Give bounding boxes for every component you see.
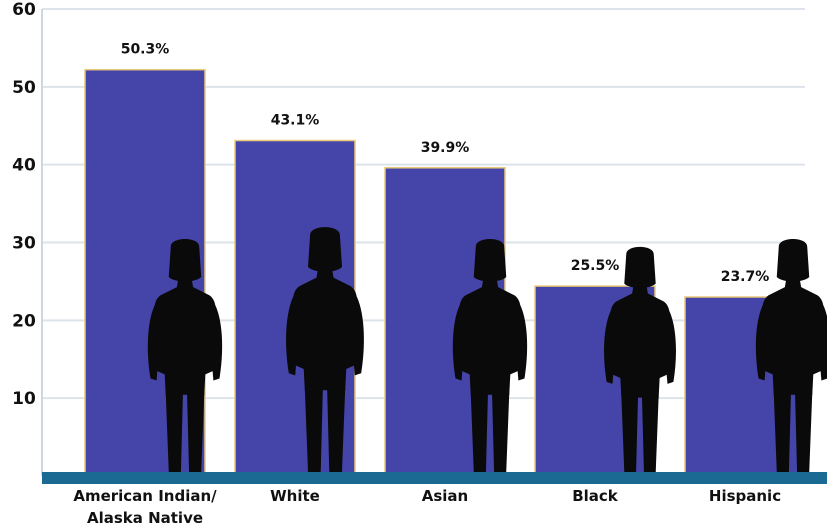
category-label: Asian — [422, 487, 468, 505]
silhouettes — [147, 227, 827, 483]
y-tick-label: 20 — [12, 311, 36, 331]
category-label: Hispanic — [709, 487, 781, 505]
data-label: 25.5% — [571, 258, 620, 274]
y-tick-label: 50 — [12, 78, 36, 98]
person-silhouette — [755, 238, 827, 482]
data-label: 50.3% — [121, 42, 170, 58]
person-silhouette — [147, 238, 223, 482]
y-tick-label: 10 — [12, 389, 36, 409]
person-silhouette — [604, 246, 676, 483]
y-tick-labels: 60 50 40 30 20 10 — [12, 0, 36, 409]
category-labels: American Indian/Alaska Native White Asian B… — [73, 487, 781, 527]
baseline-band — [42, 472, 827, 484]
data-labels: 50.3% 43.1% 39.9% 25.5% 23.7% — [121, 42, 770, 285]
y-tick-label: 40 — [12, 156, 36, 176]
category-label: American Indian/Alaska Native — [73, 487, 217, 527]
person-silhouette — [286, 227, 364, 482]
data-label: 43.1% — [271, 113, 320, 129]
category-label: White — [270, 487, 320, 505]
category-label: Black — [572, 487, 619, 505]
person-silhouette — [452, 238, 528, 482]
data-label: 23.7% — [721, 269, 770, 285]
y-tick-label: 30 — [12, 234, 36, 254]
data-label: 39.9% — [421, 140, 470, 156]
y-tick-label: 60 — [12, 0, 36, 20]
